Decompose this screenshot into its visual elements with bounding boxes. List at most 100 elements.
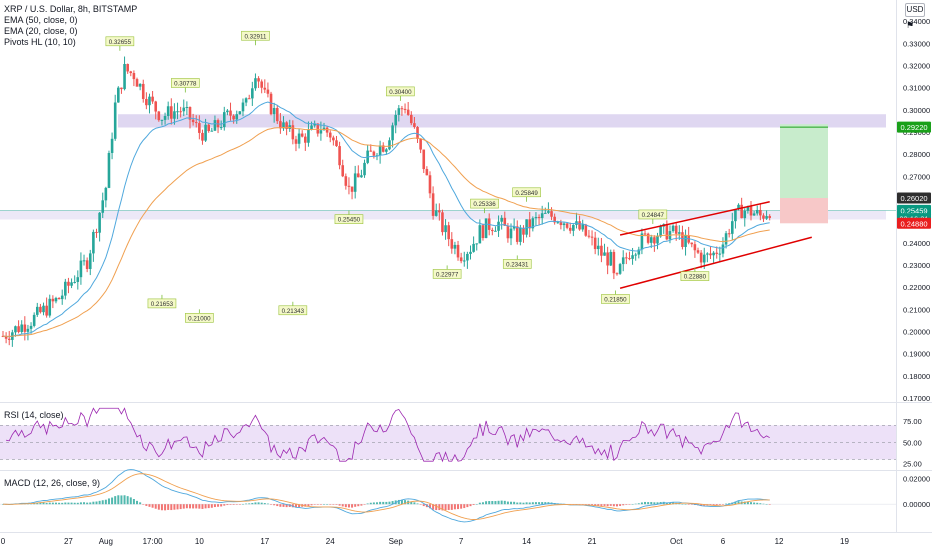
time-axis[interactable]: 0 27 Aug 17:00 10 17 24 Sep 7 14 21 Oct 6 12 19	[1, 537, 850, 546]
macd-histogram-bar	[189, 504, 191, 509]
candle-body	[244, 98, 248, 103]
candle-body	[609, 251, 613, 266]
candle-body	[145, 98, 148, 106]
candle-body	[219, 127, 223, 129]
macd-histogram-bar	[257, 502, 260, 505]
time-tick-label: Aug	[99, 537, 113, 546]
macd-histogram-bar	[270, 504, 273, 505]
candle-body	[743, 210, 747, 219]
candle-body	[690, 242, 694, 245]
candle-body	[699, 252, 703, 263]
candle-body	[123, 63, 126, 90]
macd-histogram-bar	[45, 502, 48, 505]
candle-body	[344, 176, 348, 186]
pivot-label: 0.30778	[174, 80, 197, 87]
macd-histogram-bar	[516, 502, 519, 505]
macd-histogram-bar	[400, 499, 403, 505]
macd-histogram-bar	[690, 504, 693, 505]
pivot-label-box	[680, 271, 710, 281]
candle-body	[313, 123, 316, 126]
time-tick-label: 12	[775, 537, 784, 546]
macd-histogram-bar	[195, 504, 198, 509]
pivot-label: 0.24847	[642, 212, 665, 219]
candle-body	[360, 175, 363, 178]
candle-body	[138, 83, 142, 87]
macd-histogram-bar	[357, 504, 360, 507]
macd-histogram-bar	[441, 504, 444, 511]
price-axis[interactable]: 0.340000.330000.320000.310000.300000.290…	[897, 17, 931, 403]
macd-histogram-bar	[347, 504, 350, 508]
macd-histogram-bar	[154, 504, 157, 509]
macd-histogram-bar	[728, 503, 731, 505]
macd-histogram-bar	[111, 497, 114, 505]
legend-symbol[interactable]: XRP / U.S. Dollar, 8h, BITSTAMP	[4, 4, 138, 14]
candle-body	[148, 96, 151, 106]
macd-histogram-bar	[637, 503, 640, 505]
pivot-label-box	[512, 187, 541, 198]
candle-body	[562, 223, 566, 226]
candle-body	[431, 193, 435, 216]
macd-tick-label: 0.02000	[903, 474, 930, 483]
price-badge-label: 0.29220	[900, 123, 927, 132]
legend-pivots[interactable]: Pivots HL (10, 10)	[4, 37, 76, 47]
alert-bell-icon[interactable]: ⚑	[906, 20, 915, 30]
macd-histogram-bar	[453, 504, 456, 510]
candle-body	[684, 235, 687, 247]
macd-histogram-bar	[101, 500, 104, 505]
candle-body	[95, 231, 98, 233]
candle-body	[584, 224, 588, 236]
macd-histogram-bar	[291, 504, 294, 508]
pivot-label: 0.21850	[604, 296, 627, 303]
pivot-label-box	[147, 298, 177, 309]
time-tick-label: 10	[195, 537, 204, 546]
macd-legend[interactable]: MACD (12, 26, close, 9)	[4, 478, 101, 488]
time-tick-label: 27	[64, 537, 73, 546]
candle-body	[768, 216, 771, 218]
currency-button[interactable]: USD	[905, 3, 925, 17]
macd-histogram-bar	[248, 503, 251, 505]
candle-body	[279, 121, 282, 129]
candle-body	[590, 236, 594, 238]
macd-histogram-bar	[382, 501, 385, 505]
macd-histogram-bar	[438, 504, 441, 511]
candle-body	[173, 111, 176, 119]
legend-ema20[interactable]: EMA (20, close, 0)	[4, 26, 78, 36]
macd-line	[2, 469, 770, 523]
candle-body	[400, 108, 404, 110]
candle-body	[363, 162, 366, 176]
candle-body	[98, 212, 101, 233]
candle-body	[596, 245, 600, 250]
macd-histogram-bar	[298, 504, 301, 508]
candle-body	[257, 78, 260, 82]
macd-histogram-bar	[404, 500, 407, 505]
rsi-legend[interactable]: RSI (14, close)	[4, 410, 64, 420]
macd-histogram-bar	[491, 501, 494, 505]
candle-body	[7, 338, 11, 340]
candle-body	[606, 252, 609, 266]
macd-histogram-bar	[254, 502, 257, 505]
candle-body	[612, 251, 616, 274]
candle-body	[226, 110, 229, 113]
candle-body	[113, 102, 117, 139]
macd-histogram-bar	[619, 504, 622, 506]
candle-body	[765, 216, 768, 219]
macd-histogram-bar	[273, 504, 276, 506]
candle-body	[600, 245, 603, 256]
macd-histogram-bar	[497, 500, 500, 505]
candle-body	[419, 138, 422, 150]
candle-body	[163, 116, 167, 120]
candle-body	[416, 126, 419, 139]
candle-body	[135, 79, 139, 87]
macd-histogram-bar	[182, 504, 185, 509]
macd-histogram-bar	[120, 495, 123, 505]
candle-body	[269, 93, 273, 115]
candle-body	[275, 108, 279, 122]
legend-ema50[interactable]: EMA (50, close, 0)	[4, 15, 78, 25]
candle-body	[397, 108, 401, 115]
macd-histogram-bar	[201, 504, 204, 509]
candle-body	[540, 213, 544, 219]
macd-histogram-bar	[725, 503, 728, 505]
candle-body	[70, 282, 73, 286]
pivot-label: 0.21653	[151, 301, 174, 308]
